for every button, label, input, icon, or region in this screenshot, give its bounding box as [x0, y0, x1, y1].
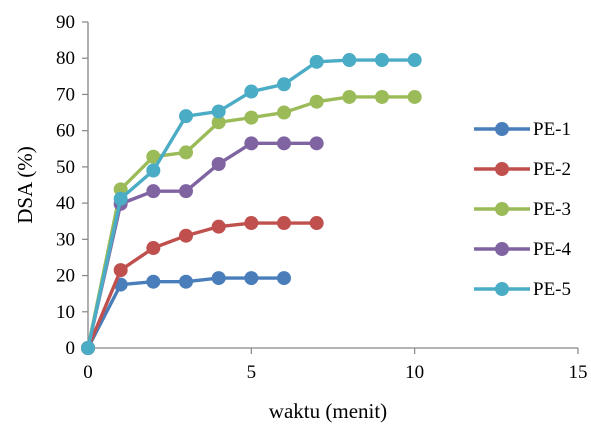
data-point — [211, 271, 226, 286]
x-tick-label: 0 — [83, 362, 93, 383]
data-point — [277, 271, 291, 286]
data-point — [179, 145, 193, 160]
data-point — [146, 163, 161, 178]
data-point — [244, 271, 259, 286]
legend-swatch-marker — [495, 122, 509, 136]
x-tick-label: 15 — [569, 362, 588, 383]
data-point — [277, 105, 291, 120]
data-point — [244, 136, 259, 151]
data-point — [113, 191, 128, 206]
x-tick-label: 5 — [247, 362, 257, 383]
legend-label: PE-4 — [533, 239, 572, 260]
legend-label: PE-3 — [533, 199, 571, 220]
legend-label: PE-5 — [533, 279, 571, 300]
legend: PE-1 PE-2 PE-3 PE-4 PE-5 — [474, 119, 572, 300]
data-point — [113, 263, 128, 278]
legend-item: PE-5 — [474, 279, 571, 300]
axes: 0 10 20 30 40 50 60 70 80 90 0 5 10 15 — [56, 12, 588, 383]
y-tick-label: 40 — [56, 193, 75, 214]
data-point — [244, 84, 259, 99]
data-point — [277, 136, 291, 151]
data-point — [146, 274, 161, 289]
data-point — [309, 94, 324, 109]
legend-swatch-marker — [495, 242, 509, 256]
data-point — [244, 216, 259, 231]
data-point — [146, 241, 161, 256]
data-point — [342, 89, 357, 104]
legend-swatch-marker — [495, 202, 509, 216]
data-point — [211, 219, 226, 234]
data-point — [179, 184, 193, 199]
data-point — [407, 89, 422, 104]
data-point — [407, 53, 422, 68]
legend-swatch-marker — [495, 282, 509, 296]
legend-item: PE-3 — [474, 199, 571, 220]
data-point — [375, 89, 389, 104]
series-layer — [81, 53, 422, 355]
series-line — [86, 58, 415, 349]
legend-item: PE-4 — [474, 239, 572, 260]
series-line — [86, 141, 317, 349]
x-tick-label: 10 — [405, 362, 424, 383]
data-point — [81, 341, 95, 355]
data-point — [342, 53, 357, 68]
data-point — [375, 53, 389, 68]
series-pe-5 — [81, 53, 422, 355]
y-tick-label: 60 — [56, 121, 75, 142]
data-point — [146, 184, 161, 199]
y-tick-label: 50 — [56, 157, 75, 178]
y-tick-label: 90 — [56, 12, 75, 33]
x-axis-title: waktu (menit) — [269, 399, 387, 423]
data-point — [309, 216, 324, 231]
data-point — [179, 274, 193, 289]
series-pe-1 — [81, 271, 291, 355]
y-tick-label: 30 — [56, 229, 75, 250]
data-point — [277, 77, 291, 92]
legend-item: PE-1 — [474, 119, 571, 140]
data-point — [277, 216, 291, 231]
data-point — [179, 109, 193, 124]
legend-item: PE-2 — [474, 159, 571, 180]
data-point — [179, 228, 193, 243]
series-pe-4 — [81, 136, 324, 355]
legend-label: PE-1 — [533, 119, 571, 140]
data-point — [211, 156, 226, 171]
data-point — [309, 54, 324, 69]
data-point — [309, 136, 324, 151]
y-tick-label: 70 — [56, 84, 75, 105]
y-tick-label: 80 — [56, 48, 75, 69]
y-tick-label: 20 — [56, 266, 75, 287]
y-axis-title: DSA (%) — [13, 146, 37, 224]
legend-label: PE-2 — [533, 159, 571, 180]
data-point — [211, 104, 226, 119]
y-tick-label: 10 — [56, 302, 75, 323]
legend-swatch-marker — [495, 162, 509, 176]
data-point — [244, 110, 259, 125]
data-point — [211, 115, 226, 130]
y-tick-label: 0 — [66, 338, 76, 359]
data-point — [146, 149, 161, 164]
